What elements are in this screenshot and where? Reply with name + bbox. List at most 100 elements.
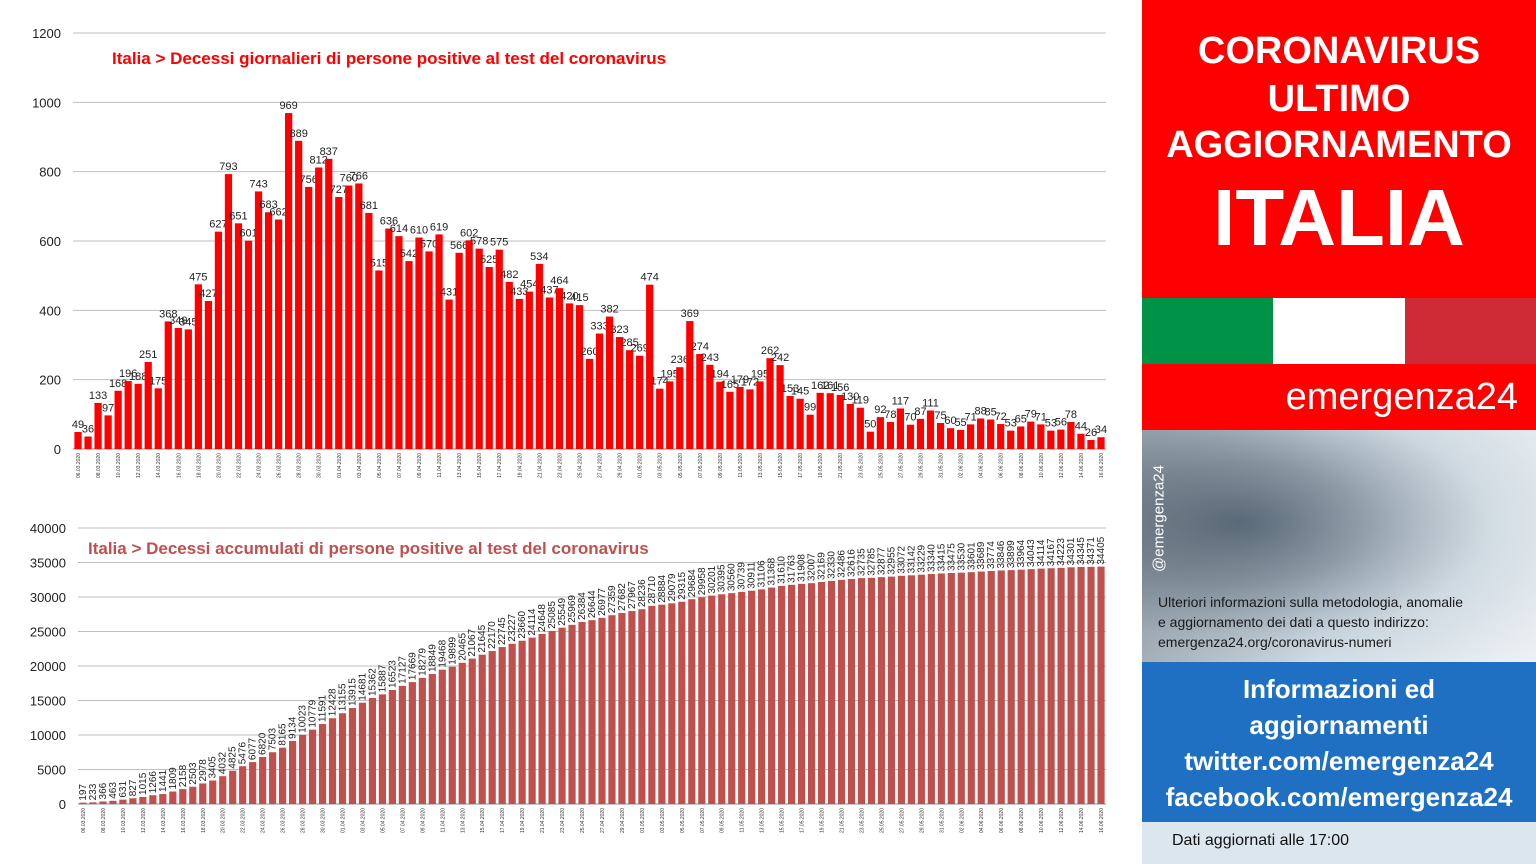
- data-label: 79: [1025, 409, 1037, 421]
- bar: [936, 423, 945, 449]
- data-label: 53: [1045, 418, 1057, 430]
- bar: [259, 756, 267, 804]
- bar: [956, 429, 965, 449]
- data-label: 7503: [268, 728, 279, 751]
- x-tick-label: 02.06.2020: [959, 453, 965, 478]
- data-label: 31610: [777, 556, 788, 584]
- y-tick-label: 400: [39, 303, 61, 318]
- bar: [1087, 439, 1095, 449]
- header-banner: CORONAVIRUS ULTIMO AGGIORNAMENTO ITALIA: [1142, 0, 1536, 298]
- data-label: 19468: [437, 639, 448, 667]
- bar: [605, 316, 614, 449]
- data-label: 194: [711, 369, 729, 381]
- data-label: 14681: [357, 672, 368, 700]
- data-label: 269: [630, 343, 648, 355]
- data-label: 22745: [497, 617, 508, 645]
- bar: [405, 261, 413, 449]
- x-tick-label: 18.03.2020: [201, 808, 207, 833]
- x-tick-label: 24.03.2020: [257, 453, 263, 478]
- bar: [598, 617, 606, 804]
- x-tick-label: 11.04.2020: [437, 453, 443, 478]
- data-label: 133: [89, 390, 107, 402]
- data-label: 827: [128, 779, 139, 796]
- data-label: 161: [821, 380, 839, 392]
- data-label: 525: [480, 254, 498, 266]
- bar: [94, 402, 102, 449]
- data-label: 32007: [807, 553, 818, 581]
- data-label: 34371: [1086, 537, 1097, 565]
- x-tick-label: 12.03.2020: [141, 808, 147, 833]
- data-label: 30739: [737, 562, 748, 590]
- x-tick-label: 23.04.2020: [560, 808, 566, 833]
- bar: [896, 408, 905, 449]
- bar: [114, 390, 122, 449]
- x-tick-label: 06.06.2020: [999, 453, 1005, 478]
- social-links-box: Informazioni ed aggiornamenti twitter.co…: [1142, 662, 1536, 822]
- bar: [174, 328, 182, 449]
- bar: [139, 796, 147, 804]
- x-tick-label: 23.05.2020: [858, 453, 864, 478]
- data-label: 188: [129, 371, 147, 383]
- data-label: 32785: [866, 548, 877, 576]
- data-label: 31106: [757, 560, 768, 588]
- x-tick-label: 20.03.2020: [221, 808, 227, 833]
- bar: [917, 574, 925, 804]
- x-tick-label: 29.05.2020: [918, 453, 924, 478]
- bar: [134, 383, 142, 449]
- info-line: Ulteriori informazioni sulla metodologia…: [1158, 594, 1464, 610]
- data-label: 24114: [527, 608, 538, 636]
- bar: [608, 615, 616, 804]
- data-label: 31908: [797, 554, 808, 582]
- info-link[interactable]: emergenza24.org/coronavirus-numeri: [1158, 634, 1392, 650]
- bar: [1047, 568, 1055, 804]
- data-label: 168: [109, 378, 127, 390]
- data-label: 33415: [936, 543, 947, 571]
- bar: [786, 395, 794, 449]
- x-tick-label: 08.06.2020: [1019, 453, 1025, 478]
- data-label: 32955: [886, 546, 897, 574]
- x-tick-label: 19.05.2020: [818, 453, 824, 478]
- data-label: 32735: [856, 548, 867, 576]
- data-label: 119: [852, 395, 870, 407]
- data-label: 27967: [627, 581, 638, 609]
- bar: [615, 337, 624, 449]
- bar: [239, 766, 247, 804]
- data-label: 4032: [218, 751, 229, 774]
- x-tick-label: 16.06.2020: [1099, 453, 1105, 478]
- data-label: 274: [691, 341, 709, 353]
- y-tick-label: 200: [39, 373, 61, 388]
- data-label: 20465: [457, 633, 468, 661]
- x-tick-label: 25.05.2020: [878, 453, 884, 478]
- bar: [348, 707, 357, 804]
- x-tick-label: 07.04.2020: [397, 453, 403, 478]
- x-tick-label: 09.05.2020: [720, 808, 726, 833]
- chart-title: Italia > Decessi accumulati di persone p…: [88, 539, 649, 558]
- data-label: 10779: [308, 699, 319, 727]
- data-label: 36: [82, 424, 94, 436]
- facebook-link[interactable]: facebook.com/emergenza24: [1165, 782, 1513, 812]
- data-label: 349: [169, 315, 187, 327]
- bar: [847, 578, 856, 804]
- bar: [1047, 430, 1055, 449]
- data-label: 1015: [138, 772, 149, 795]
- bar: [595, 333, 604, 449]
- data-label: 681: [360, 200, 378, 212]
- bar: [648, 605, 656, 804]
- data-label: 195: [751, 368, 769, 380]
- x-tick-label: 17.04.2020: [500, 808, 506, 833]
- bar: [1097, 437, 1105, 449]
- bar: [154, 388, 162, 449]
- bar: [688, 599, 696, 804]
- sidebar: CORONAVIRUS ULTIMO AGGIORNAMENTO ITALIA …: [1142, 0, 1536, 864]
- twitter-link[interactable]: twitter.com/emergenza24: [1184, 746, 1494, 776]
- bar: [498, 647, 506, 804]
- x-tick-label: 05.04.2020: [377, 453, 383, 478]
- data-label: 33229: [916, 544, 927, 572]
- data-label: 27682: [617, 583, 628, 611]
- data-label: 165: [721, 379, 739, 391]
- data-label: 29684: [687, 569, 698, 597]
- header-line-2: ULTIMO: [1267, 78, 1411, 120]
- bar: [508, 643, 516, 804]
- bar: [578, 621, 586, 804]
- bar: [626, 350, 634, 449]
